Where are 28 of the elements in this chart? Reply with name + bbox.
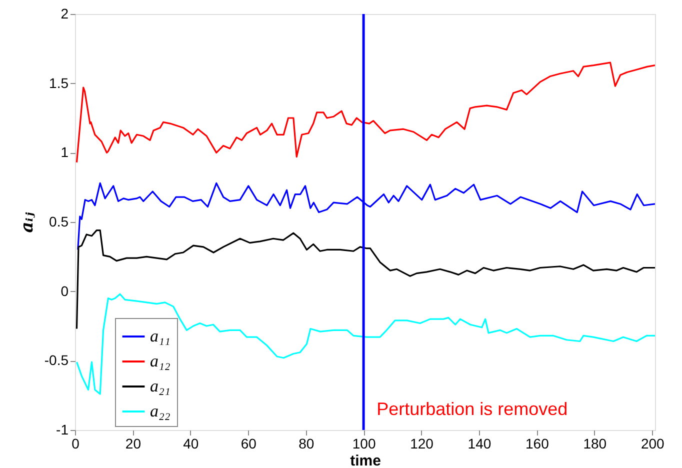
- x-tick-label: 40: [183, 436, 199, 452]
- x-tick-label: 180: [583, 436, 607, 452]
- x-tick-label: 0: [72, 436, 80, 452]
- x-tick-label: 200: [640, 436, 665, 452]
- y-tick-label: -0.5: [44, 352, 69, 368]
- x-tick-label: 120: [410, 436, 434, 452]
- legend-label: a₁₁: [150, 326, 170, 346]
- legend-label: a₂₂: [150, 402, 170, 420]
- y-tick-label: 2: [60, 6, 69, 22]
- x-tick-label: 80: [298, 436, 314, 452]
- x-tick-label: 140: [468, 436, 492, 452]
- line-series: [76, 62, 655, 164]
- y-tick-label: 1: [60, 144, 69, 160]
- x-tick-label: 160: [526, 436, 550, 452]
- y-tick-label: -1: [56, 422, 69, 438]
- x-tick-label: 20: [125, 436, 142, 452]
- line-series: [76, 293, 655, 395]
- legend-label: a₁₂: [150, 352, 170, 370]
- x-tick-label: 100: [352, 436, 376, 452]
- x-tick-label: 60: [240, 436, 257, 452]
- legend-label: a₂₁: [150, 376, 170, 396]
- y-tick-label: 0.5: [49, 214, 69, 230]
- annotation: Perturbation is removed: [376, 399, 568, 419]
- y-tick-label: 1.5: [49, 74, 69, 91]
- y-axis-title: aᵢⱼ: [17, 212, 38, 233]
- y-tick-label: 0: [60, 282, 69, 299]
- x-axis-title: time: [350, 452, 381, 468]
- line-series: [76, 230, 655, 330]
